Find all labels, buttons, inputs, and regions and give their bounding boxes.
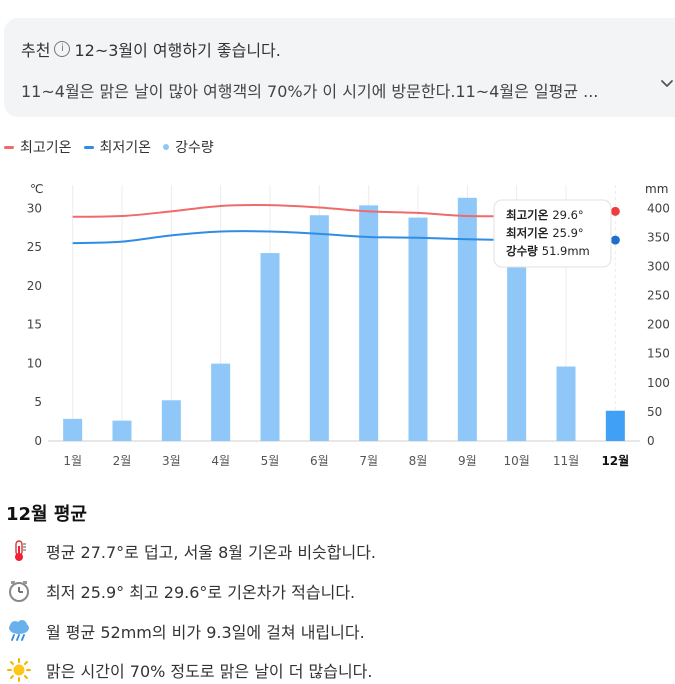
thermometer-icon (6, 538, 32, 564)
x-tick-label[interactable]: 4월 (211, 454, 230, 468)
summary-text: 평균 27.7°로 덥고, 서울 8월 기온과 비슷합니다. (46, 543, 377, 562)
x-tick-label[interactable]: 9월 (458, 454, 477, 468)
precip-bar[interactable] (260, 253, 280, 441)
legend-item-min-temp[interactable]: 최저기온 (83, 137, 152, 157)
x-tick-label[interactable]: 11월 (553, 454, 579, 468)
precip-bar[interactable] (359, 205, 379, 441)
y-right-unit: mm (645, 182, 668, 196)
tooltip-row: 최저기온 25.9° (506, 226, 584, 240)
precip-bar[interactable] (112, 420, 132, 441)
y-right-tick-label: 300 (647, 259, 670, 273)
summary-title: 12월 평균 (6, 504, 87, 525)
y-left-tick-label: 0 (34, 434, 42, 448)
x-tick-label[interactable]: 1월 (63, 454, 82, 468)
legend-line-marker-red (4, 145, 14, 149)
precip-bar[interactable] (556, 366, 576, 441)
legend-dot-marker (163, 144, 170, 150)
x-tick-label[interactable]: 10월 (504, 454, 530, 468)
summary-item-rain: 월 평균 52mm의 비가 9.3일에 걸쳐 내립니다. (6, 618, 365, 644)
y-left-unit: ℃ (30, 182, 43, 196)
precip-bar[interactable] (605, 410, 625, 441)
legend-label: 최저기온 (99, 140, 152, 156)
summary-text: 월 평균 52mm의 비가 9.3일에 걸쳐 내립니다. (46, 623, 365, 642)
legend-line-marker-blue (83, 145, 94, 149)
recommendation-headline-row: 추천 i 12~3월이 여행하기 좋습니다. (21, 37, 281, 61)
y-right-tick-label: 0 (647, 434, 655, 448)
summary-item-range: 최저 25.9° 최고 29.6°로 기온차가 적습니다. (6, 578, 355, 604)
y-left-tick-label: 30 (27, 201, 42, 215)
y-right-tick-label: 150 (647, 347, 670, 361)
x-tick-label[interactable]: 2월 (113, 454, 132, 468)
y-left-tick-label: 15 (27, 318, 42, 332)
tooltip-row: 최고기온 29.6° (506, 208, 584, 222)
precip-bar[interactable] (457, 197, 477, 441)
y-left-tick-label: 10 (27, 356, 42, 370)
precip-bar[interactable] (408, 217, 428, 441)
x-tick-label[interactable]: 3월 (162, 454, 181, 468)
precip-bar[interactable] (507, 242, 527, 441)
legend-item-precipitation[interactable]: 강수량 (163, 137, 214, 157)
x-tick-label[interactable]: 7월 (359, 454, 378, 468)
y-right-tick-label: 100 (647, 376, 670, 390)
tooltip-row: 강수량 51.9mm (506, 244, 590, 258)
precip-bar[interactable] (63, 418, 83, 441)
y-right-tick-label: 200 (647, 318, 670, 332)
precip-bar[interactable] (211, 363, 231, 441)
sun-icon (6, 657, 32, 683)
x-tick-label[interactable]: 8월 (409, 454, 428, 468)
recommendation-card[interactable]: 추천 i 12~3월이 여행하기 좋습니다. 11~4월은 맑은 날이 많아 여… (4, 18, 675, 117)
y-right-tick-label: 50 (647, 405, 662, 419)
y-right-tick-label: 400 (647, 201, 670, 215)
x-tick-label[interactable]: 5월 (261, 454, 280, 468)
recommendation-label: 추천 (21, 41, 51, 60)
y-right-tick-label: 250 (647, 289, 670, 303)
rain-cloud-icon (6, 618, 32, 644)
summary-text: 최저 25.9° 최고 29.6°로 기온차가 적습니다. (46, 583, 356, 602)
summary-item-sunshine: 맑은 시간이 70% 정도로 맑은 날이 더 많습니다. (6, 657, 373, 683)
recommendation-headline: 12~3월이 여행하기 좋습니다. (74, 41, 281, 60)
x-tick-label[interactable]: 12월 (601, 453, 629, 468)
chart-tooltip (493, 199, 612, 268)
y-right-tick-label: 350 (647, 230, 670, 244)
summary-text: 맑은 시간이 70% 정도로 맑은 날이 더 많습니다. (46, 662, 373, 681)
y-left-tick-label: 25 (27, 240, 42, 254)
precip-bar[interactable] (161, 400, 181, 441)
y-left-tick-label: 5 (34, 395, 42, 409)
min-temp-point[interactable] (610, 235, 620, 245)
summary-item-temperature: 평균 27.7°로 덥고, 서울 8월 기온과 비슷합니다. (6, 538, 376, 564)
y-left-tick-label: 20 (27, 279, 42, 293)
recommendation-body: 11~4월은 맑은 날이 많아 여행객의 70%가 이 시기에 방문한다.11~… (21, 82, 599, 101)
legend-item-max-temp[interactable]: 최고기온 (4, 137, 72, 157)
info-icon[interactable]: i (54, 41, 71, 57)
max-temp-point[interactable] (610, 206, 620, 216)
climate-chart[interactable]: ℃ 0 5 10 15 20 25 30 mm 0 50 100 150 200 250 300 350 400 1… (0, 175, 675, 480)
clock-icon (6, 578, 32, 604)
precip-bar[interactable] (309, 215, 329, 441)
legend-label: 최고기온 (20, 140, 72, 156)
chart-legend: 최고기온 최저기온 강수량 (4, 137, 214, 157)
legend-label: 강수량 (175, 140, 214, 156)
x-tick-label[interactable]: 6월 (310, 454, 329, 468)
chevron-down-icon[interactable] (660, 76, 674, 95)
